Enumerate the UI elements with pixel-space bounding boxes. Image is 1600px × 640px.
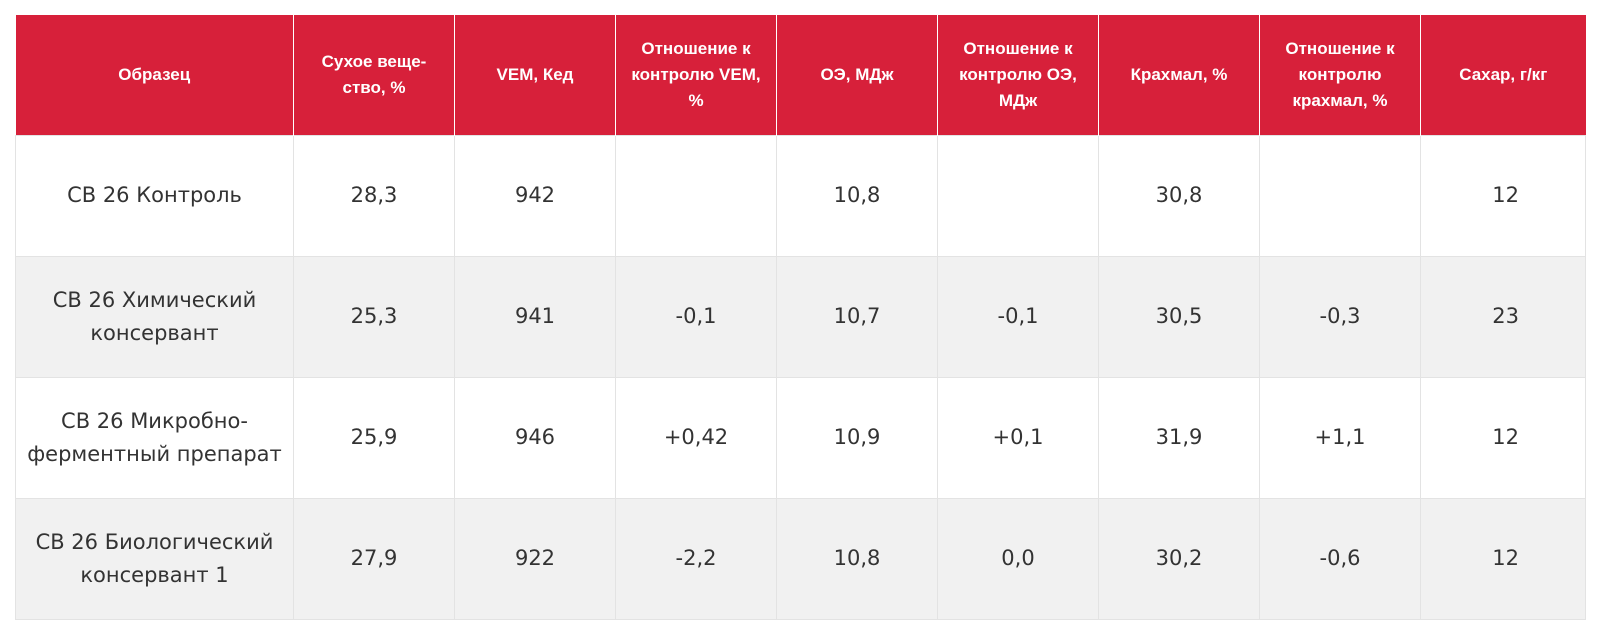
cell-starch: 30,8 bbox=[1098, 134, 1260, 257]
data-table-container: Образец Сухое веще-ство, % VEM, Кед Отно… bbox=[15, 15, 1586, 620]
table-row: СВ 26 Химический консервант 25,3 941 -0,… bbox=[15, 255, 1586, 378]
table-row: СВ 26 Биологический консервант 1 27,9 92… bbox=[15, 497, 1586, 620]
cell-vem: 941 bbox=[454, 255, 616, 378]
cell-energy: 10,8 bbox=[776, 134, 938, 257]
cell-starch-ratio: -0,6 bbox=[1259, 497, 1421, 620]
cell-sample: СВ 26 Контроль bbox=[15, 134, 294, 257]
cell-sample: СВ 26 Микробно-ферментный препарат bbox=[15, 376, 294, 499]
cell-energy: 10,7 bbox=[776, 255, 938, 378]
cell-sugar: 12 bbox=[1420, 497, 1586, 620]
cell-starch: 30,5 bbox=[1098, 255, 1260, 378]
cell-dry-matter: 25,3 bbox=[293, 255, 455, 378]
cell-starch: 31,9 bbox=[1098, 376, 1260, 499]
cell-sugar: 12 bbox=[1420, 376, 1586, 499]
cell-starch-ratio: -0,3 bbox=[1259, 255, 1421, 378]
table-header: Образец Сухое веще-ство, % VEM, Кед Отно… bbox=[15, 15, 1586, 135]
cell-energy-ratio: +0,1 bbox=[937, 376, 1099, 499]
cell-starch-ratio bbox=[1259, 134, 1421, 257]
cell-vem: 922 bbox=[454, 497, 616, 620]
header-vem: VEM, Кед bbox=[454, 15, 616, 135]
header-starch: Крахмал, % bbox=[1098, 15, 1260, 135]
cell-vem-ratio: -0,1 bbox=[615, 255, 777, 378]
cell-starch: 30,2 bbox=[1098, 497, 1260, 620]
cell-energy-ratio bbox=[937, 134, 1099, 257]
cell-dry-matter: 25,9 bbox=[293, 376, 455, 499]
header-sugar: Сахар, г/кг bbox=[1420, 15, 1586, 135]
cell-vem: 942 bbox=[454, 134, 616, 257]
header-energy-ratio: Отношение к контролю ОЭ, МДж bbox=[937, 15, 1099, 135]
header-energy: ОЭ, МДж bbox=[776, 15, 938, 135]
cell-sample: СВ 26 Химический консервант bbox=[15, 255, 294, 378]
cell-dry-matter: 27,9 bbox=[293, 497, 455, 620]
cell-sample: СВ 26 Биологический консервант 1 bbox=[15, 497, 294, 620]
cell-vem-ratio: -2,2 bbox=[615, 497, 777, 620]
data-table: Образец Сухое веще-ство, % VEM, Кед Отно… bbox=[15, 15, 1586, 620]
table-row: СВ 26 Контроль 28,3 942 10,8 30,8 12 bbox=[15, 134, 1586, 257]
cell-vem-ratio: +0,42 bbox=[615, 376, 777, 499]
cell-energy-ratio: -0,1 bbox=[937, 255, 1099, 378]
table-row: СВ 26 Микробно-ферментный препарат 25,9 … bbox=[15, 376, 1586, 499]
cell-vem-ratio bbox=[615, 134, 777, 257]
cell-sugar: 12 bbox=[1420, 134, 1586, 257]
table-body: СВ 26 Контроль 28,3 942 10,8 30,8 12 СВ … bbox=[15, 134, 1586, 620]
cell-energy-ratio: 0,0 bbox=[937, 497, 1099, 620]
cell-energy: 10,9 bbox=[776, 376, 938, 499]
cell-dry-matter: 28,3 bbox=[293, 134, 455, 257]
header-sample: Образец bbox=[15, 15, 294, 135]
cell-vem: 946 bbox=[454, 376, 616, 499]
cell-energy: 10,8 bbox=[776, 497, 938, 620]
header-dry-matter: Сухое веще-ство, % bbox=[293, 15, 455, 135]
cell-sugar: 23 bbox=[1420, 255, 1586, 378]
cell-starch-ratio: +1,1 bbox=[1259, 376, 1421, 499]
header-vem-ratio: Отношение к контролю VEM, % bbox=[615, 15, 777, 135]
header-starch-ratio: Отношение к контролю крахмал, % bbox=[1259, 15, 1421, 135]
header-row: Образец Сухое веще-ство, % VEM, Кед Отно… bbox=[15, 15, 1586, 135]
